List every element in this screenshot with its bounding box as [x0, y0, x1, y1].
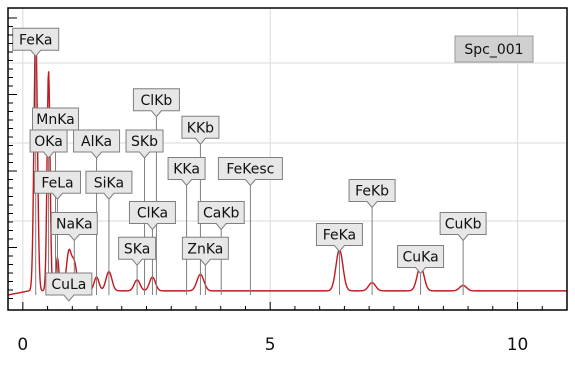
- peak-label-text: OKa: [34, 134, 63, 150]
- peak-label: NaKa: [50, 212, 98, 295]
- peak-label-text: SKa: [124, 241, 150, 257]
- peak-label-box: [73, 129, 121, 159]
- peak-label-box: [45, 272, 93, 302]
- peak-label-text: FeKa: [19, 32, 52, 48]
- peak-label-box: [132, 88, 180, 118]
- peak-label-box: [181, 115, 220, 146]
- peak-label: CaKb: [197, 201, 245, 295]
- peak-label-box: [125, 129, 164, 159]
- peak-label-text: FeKa: [323, 228, 356, 244]
- x-axis: 0 5 10: [17, 302, 568, 355]
- spectrum-name-text: Spc_001: [464, 42, 523, 58]
- peak-label-box: [439, 212, 487, 242]
- plot-border: [7, 7, 568, 311]
- peak-labels: FeKa MnKa ClKb OKa AlKa SKb KKb FeLa SiKa KKa FeKe…: [12, 27, 487, 302]
- peak-label-text: ZnKa: [187, 241, 223, 257]
- peak-label: SiKa: [85, 170, 133, 295]
- spectrum-layer: [7, 31, 567, 296]
- x-tick-label: 5: [265, 335, 276, 355]
- peak-label-text: CaKb: [203, 206, 240, 222]
- spectrum-line: [7, 31, 567, 296]
- peak-label: FeKesc: [217, 157, 283, 295]
- plot-frame: [7, 7, 568, 311]
- peak-label: CuKb: [439, 212, 487, 295]
- peak-label: ZnKa: [181, 236, 229, 295]
- peak-label-box: [315, 223, 363, 253]
- peak-label: CuKa: [397, 245, 445, 295]
- peak-label-text: CuKb: [445, 217, 482, 233]
- peak-label-text: ClKa: [137, 206, 168, 222]
- peak-label-text: MnKa: [36, 112, 74, 128]
- peak-label-text: SKb: [131, 134, 158, 150]
- peak-label: SKa: [118, 236, 157, 295]
- peak-label: KKa: [167, 157, 206, 295]
- peak-label: ClKb: [132, 88, 180, 295]
- peak-label: FeKb: [348, 179, 396, 295]
- x-tick-label: 0: [17, 335, 28, 355]
- peak-label-box: [217, 157, 283, 187]
- peak-label-text: CuKa: [402, 250, 438, 266]
- peak-label-text: CuLa: [51, 277, 86, 293]
- x-tick-label: 10: [507, 335, 529, 355]
- peak-label: FeLa: [33, 170, 81, 295]
- spectrum-name-box: Spc_001: [454, 35, 534, 63]
- spectrum-name-box-bg: [454, 35, 534, 63]
- peak-label: CuLa: [45, 272, 93, 302]
- peak-label: FeKa: [315, 223, 363, 295]
- peak-label: ClKa: [128, 201, 176, 295]
- peak-label-box: [397, 245, 445, 275]
- peak-label-text: KKb: [187, 120, 214, 136]
- peak-label-box: [167, 157, 206, 187]
- peak-label-text: NaKa: [56, 217, 93, 233]
- peak-label-text: ClKb: [141, 93, 173, 109]
- peak-label-box: [85, 170, 133, 201]
- peak-label: SKb: [125, 129, 164, 295]
- peak-label-text: FeKesc: [226, 162, 274, 178]
- peak-label: OKa: [29, 129, 68, 295]
- peak-label-text: KKa: [173, 162, 200, 178]
- peak-label-text: AlKa: [81, 134, 112, 150]
- peak-label-text: SiKa: [94, 175, 124, 191]
- peak-label-text: FeKb: [355, 184, 389, 200]
- peak-label-box: [29, 129, 68, 159]
- peak-label-box: [118, 236, 157, 267]
- peak-label-box: [50, 212, 98, 242]
- peak-label-box: [348, 179, 396, 209]
- peak-label-box: [197, 201, 245, 231]
- peak-label-box: [12, 27, 60, 58]
- peak-label-box: [181, 236, 229, 267]
- peak-label-box: [33, 170, 81, 201]
- peak-label-text: FeLa: [41, 175, 73, 191]
- peak-label-box: [128, 201, 176, 231]
